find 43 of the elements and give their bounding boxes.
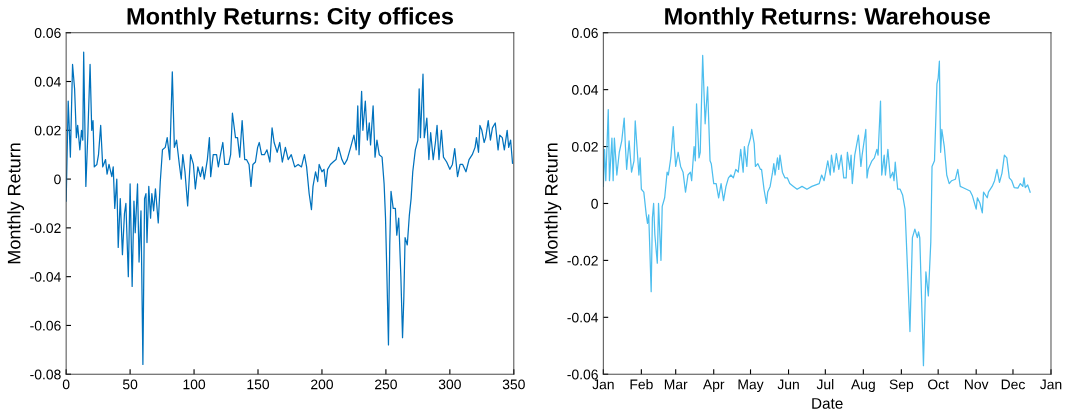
y-tick-label: -0.02 bbox=[30, 223, 61, 234]
chart-title: Monthly Returns: Warehouse bbox=[665, 7, 990, 30]
y-tick-label: 0.06 bbox=[34, 28, 61, 38]
x-tick-label: Jul bbox=[816, 379, 834, 390]
y-tick-label: 0.04 bbox=[571, 84, 599, 95]
y-tick-label: -0.04 bbox=[567, 312, 599, 323]
x-tick-label: May bbox=[738, 379, 764, 393]
chart-title: Monthly Returns: City offices bbox=[127, 7, 453, 30]
y-tick-label: -0.08 bbox=[30, 369, 61, 380]
line-series bbox=[66, 51, 514, 366]
y-tick-label: -0.06 bbox=[30, 320, 61, 331]
x-tick-label: Mar bbox=[664, 379, 688, 390]
y-tick-label: 0 bbox=[54, 174, 61, 185]
x-tick-label: 50 bbox=[122, 379, 138, 390]
x-tick-label: 150 bbox=[247, 379, 270, 390]
y-tick-label: 0 bbox=[591, 198, 598, 209]
y-tick-label: 0.02 bbox=[34, 125, 61, 136]
x-tick-label: Jun bbox=[777, 379, 799, 390]
x-tick-label: Sep bbox=[889, 379, 914, 393]
x-tick-label: Jan bbox=[592, 379, 614, 390]
x-tick-label: Dec bbox=[1001, 379, 1025, 390]
y-tick-label: -0.04 bbox=[30, 271, 61, 282]
y-axis-title: Monthly Return bbox=[544, 143, 562, 264]
y-axis-title: Monthly Return bbox=[7, 143, 25, 264]
x-tick-label: Apr bbox=[702, 379, 725, 393]
y-tick-label: -0.02 bbox=[567, 255, 598, 266]
x-tick-label: 350 bbox=[502, 379, 525, 390]
x-tick-label: 300 bbox=[438, 379, 461, 390]
x-tick-label: 200 bbox=[311, 379, 333, 390]
x-axis-title: Date bbox=[812, 398, 843, 409]
x-tick-label: 100 bbox=[183, 379, 206, 390]
x-tick-label: Feb bbox=[630, 379, 653, 390]
x-tick-label: 0 bbox=[62, 379, 70, 390]
x-tick-label: Jan bbox=[1040, 379, 1062, 390]
y-tick-label: 0.02 bbox=[571, 141, 598, 152]
x-tick-label: Oct bbox=[928, 379, 949, 390]
y-tick-label: 0.04 bbox=[34, 76, 61, 87]
line-series bbox=[603, 54, 1031, 367]
y-tick-label: 0.06 bbox=[571, 28, 598, 38]
y-tick-label: -0.06 bbox=[567, 369, 598, 380]
x-tick-label: Nov bbox=[964, 379, 989, 390]
x-tick-label: 250 bbox=[375, 379, 397, 390]
x-tick-label: Aug bbox=[851, 379, 875, 393]
